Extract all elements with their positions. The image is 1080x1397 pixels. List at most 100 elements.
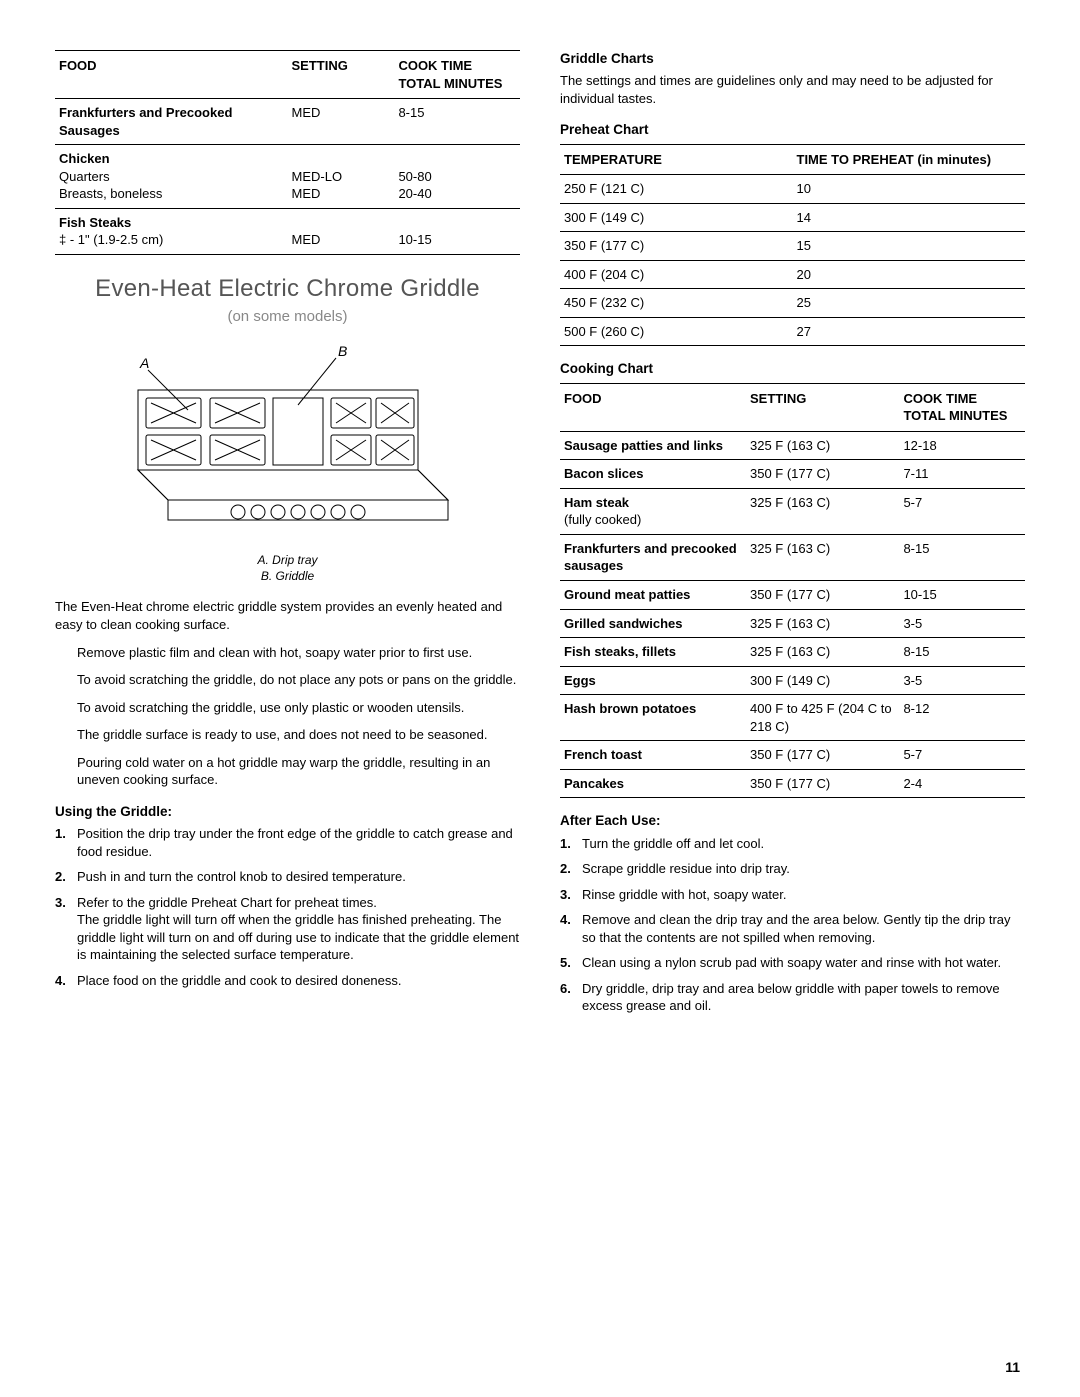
setting-cell: 325 F (163 C)	[746, 534, 899, 580]
time-val: 50-80	[398, 169, 431, 184]
table-row: 300 F (149 C)14	[560, 203, 1025, 232]
step-text: Remove and clean the drip tray and the a…	[582, 911, 1025, 946]
charts-intro: The settings and times are guidelines on…	[560, 72, 1025, 107]
list-item: 3.Refer to the griddle Preheat Chart for…	[55, 894, 520, 964]
table-row: Fish Steaks ‡ - 1" (1.9-2.5 cm) MED 10-1…	[55, 208, 520, 254]
temp-cell: 500 F (260 C)	[560, 317, 793, 346]
time-cell: 50-80 20-40	[394, 145, 520, 209]
food-th-food: FOOD	[55, 51, 288, 99]
caption-b: B. Griddle	[55, 568, 520, 584]
cooking-heading: Cooking Chart	[560, 360, 1025, 378]
table-row: Frankfurters and precooked sausages325 F…	[560, 534, 1025, 580]
time-val: 20-40	[398, 186, 431, 201]
time-cell: 2-4	[899, 769, 1025, 798]
after-heading: After Each Use:	[560, 812, 1025, 830]
food-cell: Grilled sandwiches	[560, 609, 746, 638]
cook-th-time: COOK TIME TOTAL MINUTES	[899, 383, 1025, 431]
list-item: The griddle surface is ready to use, and…	[77, 726, 520, 744]
cooking-table: FOOD SETTING COOK TIME TOTAL MINUTES Sau…	[560, 383, 1025, 799]
food-cell: Pancakes	[560, 769, 746, 798]
setting-val: MED	[292, 186, 321, 201]
time-cell: 8-12	[899, 695, 1025, 741]
time-cell: 20	[793, 260, 1026, 289]
step-text: Place food on the griddle and cook to de…	[77, 972, 520, 990]
step-text: Turn the griddle off and let cool.	[582, 835, 1025, 853]
page-columns: FOOD SETTING COOK TIME TOTAL MINUTES Fra…	[55, 50, 1025, 1023]
food-sub: Quarters	[59, 168, 284, 186]
table-row: Chicken Quarters Breasts, boneless MED-L…	[55, 145, 520, 209]
table-row: Ham steak(fully cooked)325 F (163 C)5-7	[560, 488, 1025, 534]
time-cell: 8-15	[899, 638, 1025, 667]
setting-cell: MED	[288, 208, 395, 254]
setting-cell: 300 F (149 C)	[746, 666, 899, 695]
after-steps: 1.Turn the griddle off and let cool.2.Sc…	[560, 835, 1025, 1015]
time-cell: 27	[793, 317, 1026, 346]
time-cell: 15	[793, 232, 1026, 261]
temp-cell: 350 F (177 C)	[560, 232, 793, 261]
time-cell: 5-7	[899, 488, 1025, 534]
diagram-label-a: A	[139, 355, 149, 371]
table-row: Eggs300 F (149 C)3-5	[560, 666, 1025, 695]
time-val: 10-15	[398, 232, 431, 247]
time-cell: 7-11	[899, 460, 1025, 489]
table-row: 450 F (232 C)25	[560, 289, 1025, 318]
time-cell: 25	[793, 289, 1026, 318]
section-subtitle: (on some models)	[55, 307, 520, 327]
cooktop-svg: A B	[118, 340, 458, 540]
step-text: Push in and turn the control knob to des…	[77, 868, 520, 886]
setting-cell: 325 F (163 C)	[746, 431, 899, 460]
list-item: 4.Place food on the griddle and cook to …	[55, 972, 520, 990]
preheat-th-temp: TEMPERATURE	[560, 144, 793, 175]
diagram-caption: A. Drip tray B. Griddle	[55, 552, 520, 584]
diagram-label-b: B	[338, 343, 347, 359]
food-cell: French toast	[560, 741, 746, 770]
list-item: To avoid scratching the griddle, do not …	[77, 671, 520, 689]
list-item: 1.Position the drip tray under the front…	[55, 825, 520, 860]
list-item: 3.Rinse griddle with hot, soapy water.	[560, 886, 1025, 904]
setting-cell: 325 F (163 C)	[746, 638, 899, 667]
cook-th-food: FOOD	[560, 383, 746, 431]
time-cell: 10-15	[899, 580, 1025, 609]
food-sub: Breasts, boneless	[59, 185, 284, 203]
time-cell: 10	[793, 175, 1026, 204]
step-text: Scrape griddle residue into drip tray.	[582, 860, 1025, 878]
food-cell: Fish Steaks ‡ - 1" (1.9-2.5 cm)	[55, 208, 288, 254]
time-cell: 14	[793, 203, 1026, 232]
list-item: 4.Remove and clean the drip tray and the…	[560, 911, 1025, 946]
setting-cell: 325 F (163 C)	[746, 609, 899, 638]
time-cell: 8-15	[899, 534, 1025, 580]
time-cell: 8-15	[394, 99, 520, 145]
time-cell: 3-5	[899, 666, 1025, 695]
temp-cell: 250 F (121 C)	[560, 175, 793, 204]
food-bold: Fish Steaks	[59, 215, 131, 230]
temp-cell: 450 F (232 C)	[560, 289, 793, 318]
food-th-time: COOK TIME TOTAL MINUTES	[394, 51, 520, 99]
table-row: Ground meat patties350 F (177 C)10-15	[560, 580, 1025, 609]
charts-heading: Griddle Charts	[560, 50, 1025, 68]
cooktop-diagram: A B	[55, 340, 520, 545]
page-number: 11	[1005, 1358, 1020, 1377]
list-item: To avoid scratching the griddle, use onl…	[77, 699, 520, 717]
setting-cell: 350 F (177 C)	[746, 460, 899, 489]
time-cell: 5-7	[899, 741, 1025, 770]
food-cell: Ham steak(fully cooked)	[560, 488, 746, 534]
temp-cell: 300 F (149 C)	[560, 203, 793, 232]
time-cell: 3-5	[899, 609, 1025, 638]
preheat-heading: Preheat Chart	[560, 121, 1025, 139]
table-row: 400 F (204 C)20	[560, 260, 1025, 289]
food-cell: Ground meat patties	[560, 580, 746, 609]
list-item: Remove plastic film and clean with hot, …	[77, 644, 520, 662]
time-cell: 10-15	[394, 208, 520, 254]
temp-cell: 400 F (204 C)	[560, 260, 793, 289]
preheat-table: TEMPERATURE TIME TO PREHEAT (in minutes)…	[560, 144, 1025, 347]
food-table: FOOD SETTING COOK TIME TOTAL MINUTES Fra…	[55, 50, 520, 255]
using-steps: 1.Position the drip tray under the front…	[55, 825, 520, 989]
list-item: 6.Dry griddle, drip tray and area below …	[560, 980, 1025, 1015]
step-text: Rinse griddle with hot, soapy water.	[582, 886, 1025, 904]
food-cell: Eggs	[560, 666, 746, 695]
food-sub: ‡ - 1" (1.9-2.5 cm)	[59, 231, 284, 249]
food-bold: Chicken	[59, 151, 110, 166]
food-cell: Chicken Quarters Breasts, boneless	[55, 145, 288, 209]
step-text: Dry griddle, drip tray and area below gr…	[582, 980, 1025, 1015]
table-row: Grilled sandwiches325 F (163 C)3-5	[560, 609, 1025, 638]
